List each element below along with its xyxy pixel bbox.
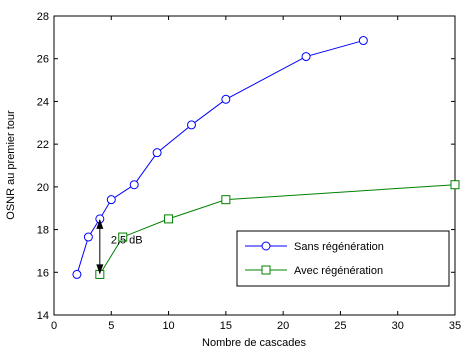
y-tick-label: 14 <box>37 310 49 322</box>
series-layer <box>72 36 460 279</box>
data-point <box>450 180 460 190</box>
x-tick-label: 30 <box>392 320 404 332</box>
data-point <box>118 232 128 242</box>
data-point <box>129 180 139 190</box>
data-point <box>358 36 368 46</box>
annotation-arrowhead-up <box>96 218 104 229</box>
data-point <box>83 232 93 242</box>
y-tick-label: 28 <box>37 11 49 23</box>
data-point <box>221 195 231 205</box>
legend: Sans régénération Avec régénération <box>236 230 450 287</box>
x-tick-label: 35 <box>449 320 461 332</box>
y-tick-label: 16 <box>37 267 49 279</box>
ticks-layer: 0 5 10 15 20 25 30 35 14 16 18 20 22 24 26 28 <box>37 11 461 332</box>
legend-box <box>236 230 450 287</box>
data-point <box>221 94 231 104</box>
y-tick-label: 26 <box>37 54 49 66</box>
data-point <box>152 148 162 158</box>
x-tick-label: 5 <box>108 320 114 332</box>
annotation-layer: 2,5 dB <box>96 218 143 275</box>
x-tick-label: 10 <box>162 320 174 332</box>
x-axis-label: Nombre de cascades <box>202 337 306 349</box>
x-tick-label: 15 <box>220 320 232 332</box>
x-tick-label: 0 <box>51 320 57 332</box>
data-point <box>164 214 174 224</box>
data-point <box>301 52 311 62</box>
annotation-label: 2,5 dB <box>111 235 143 247</box>
x-tick-label: 20 <box>277 320 289 332</box>
annotation-arrowhead-down <box>96 264 104 275</box>
data-point <box>106 195 116 205</box>
legend-label: Avec régénération <box>294 265 383 277</box>
data-point <box>72 269 82 279</box>
x-tick-label: 25 <box>334 320 346 332</box>
y-axis-label: OSNR au premier tour <box>5 110 17 220</box>
data-point <box>186 120 196 130</box>
y-tick-label: 22 <box>37 139 49 151</box>
y-tick-label: 18 <box>37 225 49 237</box>
y-tick-label: 24 <box>37 96 49 108</box>
y-tick-label: 20 <box>37 182 49 194</box>
legend-label: Sans régénération <box>294 241 384 253</box>
legend-marker <box>261 241 271 251</box>
series-line-1 <box>76 40 364 275</box>
legend-marker <box>261 265 271 275</box>
